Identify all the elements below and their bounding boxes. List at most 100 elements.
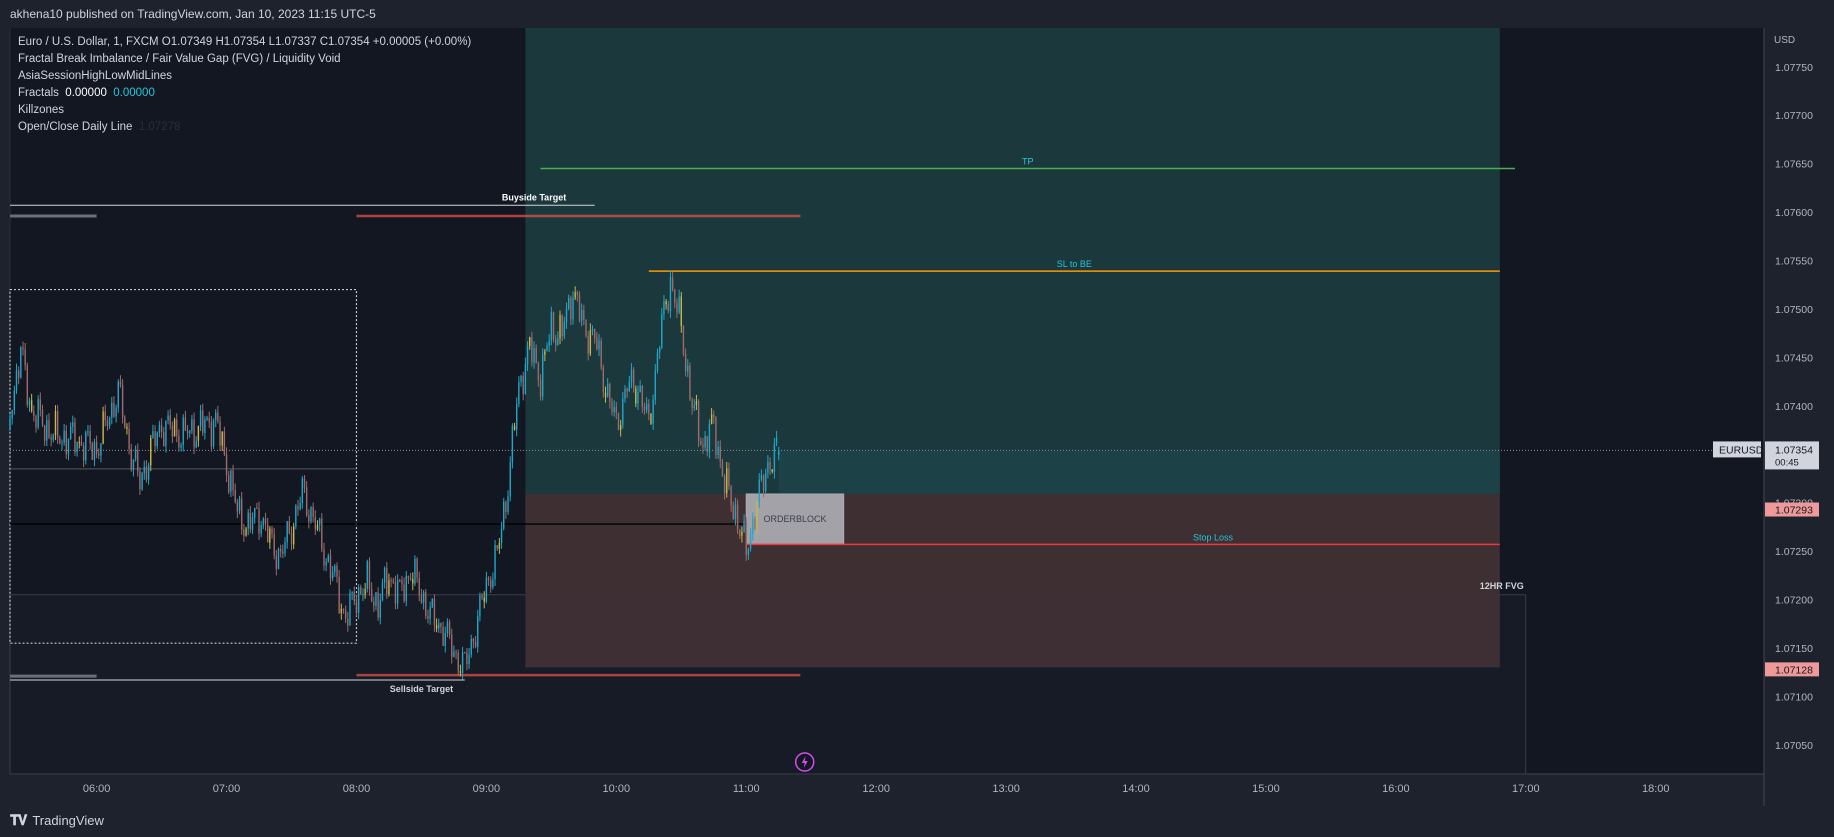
last-price-badge[interactable] [1765, 441, 1819, 470]
candle-body [524, 364, 527, 395]
tradingview-logo[interactable]: 𝐓𝐕 TradingView [10, 812, 104, 829]
candle-body [24, 349, 26, 366]
orderblock-box[interactable] [745, 493, 845, 545]
candle-body [325, 561, 327, 566]
candle-body [734, 504, 737, 520]
y-tick-label: 1.07700 [1775, 110, 1813, 122]
candle-body [717, 446, 719, 456]
candle-body [15, 370, 18, 391]
candle-body [416, 559, 418, 578]
candle-body [22, 347, 24, 350]
candle-body [321, 518, 323, 550]
candle-body [563, 322, 566, 337]
indicator-fractals-row[interactable]: Fractals 0.00000 0.00000 [18, 85, 471, 102]
candle-body [775, 437, 778, 444]
candle-body [139, 471, 141, 490]
candle-body [700, 441, 702, 445]
candle-body [323, 549, 325, 566]
indicator-killzones-label[interactable]: Killzones [18, 104, 65, 116]
candle-body [30, 400, 33, 412]
indicator-openclose-row[interactable]: Open/Close Daily Line 1.07278 [18, 119, 471, 136]
fractals-value-2: 0.00000 [113, 87, 155, 99]
symbol-badge [1713, 441, 1761, 458]
fractals-label: Fractals [18, 87, 59, 99]
candle-body [180, 444, 182, 448]
candle-body [9, 418, 11, 431]
candle-body [258, 508, 260, 534]
candle-body [186, 430, 189, 434]
position-target-zone [525, 28, 1500, 495]
y-tick-label: 1.07500 [1775, 304, 1813, 316]
candle-body [630, 369, 633, 382]
candle-body [771, 469, 773, 472]
candle-body [87, 431, 89, 433]
candle-body [665, 301, 667, 305]
candle-body [509, 462, 511, 497]
symbol-ohlc-line[interactable]: Euro / U.S. Dollar, 1, FXCM O1.07349 H1.… [18, 36, 472, 48]
candle-body [669, 276, 672, 312]
candle-body [704, 436, 706, 448]
candle-body [349, 593, 351, 626]
candle-body [481, 595, 483, 598]
candle-body [108, 417, 111, 426]
candle-body [589, 330, 592, 354]
candle-body [33, 411, 35, 416]
candle-body [745, 520, 747, 555]
candle-body [749, 533, 752, 549]
candle-body [730, 486, 732, 506]
candle-body [444, 633, 446, 646]
candle-body [76, 442, 78, 453]
candle-body [680, 296, 682, 326]
footer-bar [0, 806, 1834, 837]
candle-body [663, 301, 665, 315]
time-scale-pane[interactable] [10, 774, 1764, 806]
candle-body [199, 410, 202, 427]
candle-body [548, 340, 550, 346]
candle-body [167, 415, 169, 421]
candle-body [394, 582, 397, 604]
candle-body [230, 470, 232, 492]
candle-body [762, 475, 765, 491]
price-scale-pane[interactable] [1764, 28, 1834, 774]
candle-body [344, 610, 347, 619]
x-tick-label: 13:00 [992, 783, 1020, 795]
candle-body [676, 302, 678, 313]
candle-body [295, 505, 297, 527]
indicator-asia-session-label[interactable]: AsiaSessionHighLowMidLines [18, 70, 173, 82]
candle-body [362, 594, 364, 596]
candle-body [739, 529, 741, 536]
candle-body [117, 381, 119, 408]
x-tick-label: 15:00 [1252, 783, 1280, 795]
candle-body [312, 507, 314, 518]
candle-body [318, 518, 321, 525]
candle-body [210, 422, 213, 447]
y-tick-label: 1.07600 [1775, 207, 1813, 219]
candle-body [446, 621, 449, 634]
candle-body [522, 375, 524, 395]
candle-body [82, 445, 85, 461]
x-tick-label: 10:00 [603, 783, 631, 795]
candle-body [767, 461, 769, 473]
candle-body [578, 294, 581, 321]
candle-body [271, 528, 273, 535]
tradingview-mark-icon: 𝐓𝐕 [10, 812, 27, 828]
candle-body [641, 385, 644, 407]
candle-body [355, 601, 358, 613]
candle-body [197, 426, 200, 441]
candle-body [433, 598, 436, 626]
x-tick-label: 12:00 [862, 783, 890, 795]
candle-body [760, 475, 763, 480]
candle-body [565, 309, 568, 323]
candle-body [401, 580, 403, 585]
candle-body [141, 473, 143, 490]
candle-body [505, 501, 507, 513]
candle-body [658, 347, 661, 353]
asia-session-box [9, 288, 358, 644]
indicator-fvg-label[interactable]: Fractal Break Imbalance / Fair Value Gap… [18, 53, 341, 65]
candle-body [256, 507, 258, 509]
stop-loss-label: Stop Loss [1193, 532, 1234, 542]
candle-body [518, 381, 520, 404]
candle-body [143, 466, 145, 474]
candle-body [728, 468, 730, 487]
